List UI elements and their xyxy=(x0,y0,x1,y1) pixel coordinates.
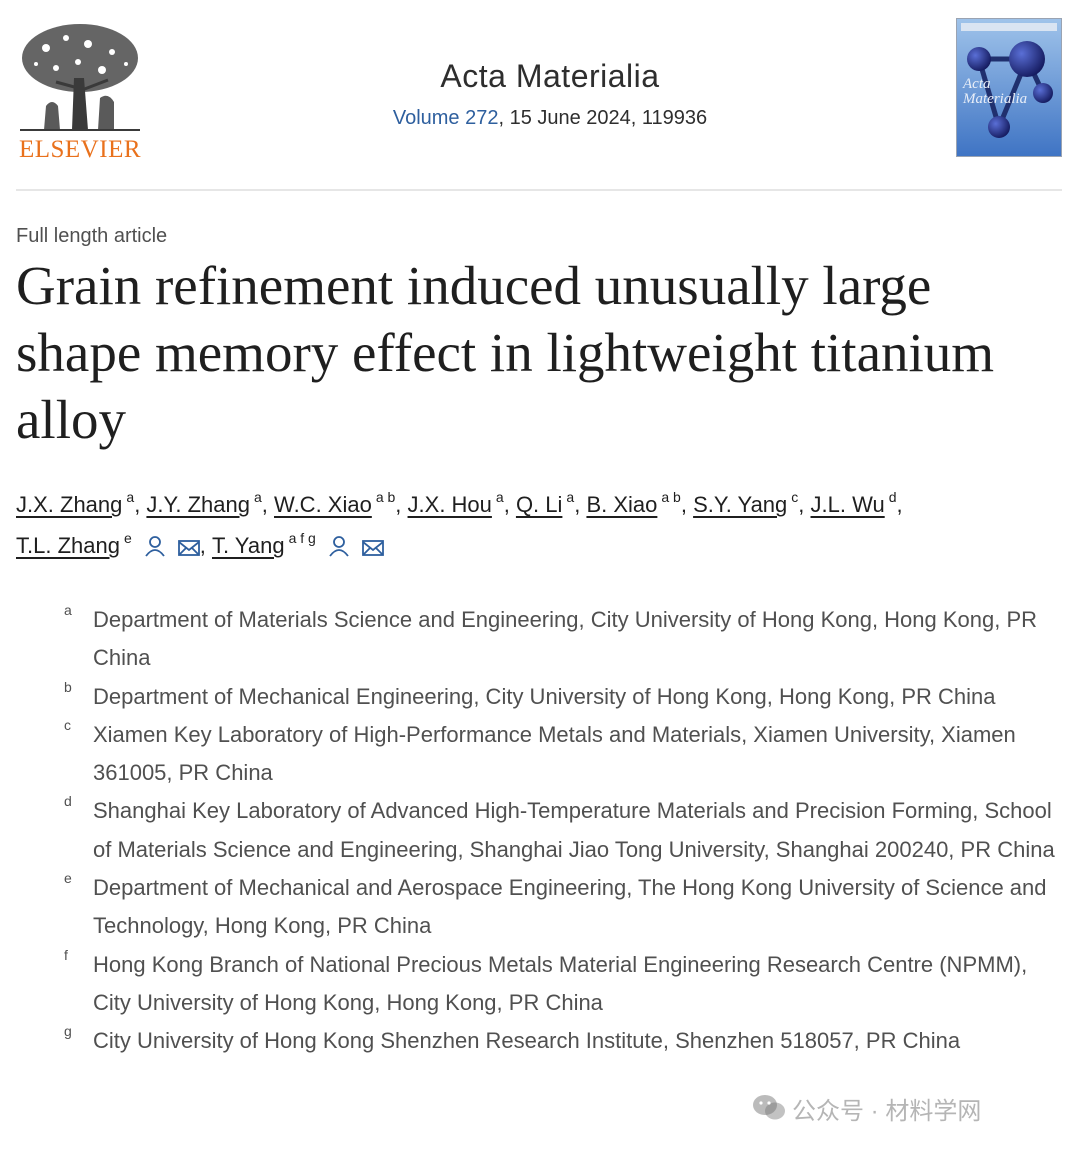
volume-link[interactable]: Volume 272 xyxy=(392,107,499,129)
header-divider xyxy=(16,189,1062,191)
affiliation-item: d Shanghai Key Laboratory of Advanced Hig… xyxy=(64,792,1064,869)
mail-icon[interactable] xyxy=(361,529,384,570)
journal-cover-image[interactable]: Acta Materialia xyxy=(956,18,1062,157)
affiliation-text: Department of Mechanical Engineering, Ci… xyxy=(93,683,996,709)
affiliation-item: f Hong Kong Branch of National Precious M… xyxy=(64,946,1064,1023)
affiliation-text: Shanghai Key Laboratory of Advanced High… xyxy=(93,798,1055,862)
affiliation-label: a xyxy=(64,602,72,618)
author-name-link[interactable]: J.L. Wu xyxy=(810,492,885,517)
journal-title[interactable]: Acta Materialia xyxy=(440,58,660,94)
author-name-link[interactable]: J.Y. Zhang xyxy=(146,492,250,517)
author-separator: , xyxy=(261,492,275,517)
affiliation-label: g xyxy=(64,1023,72,1040)
author-affiliation-sup: a xyxy=(495,489,504,505)
person-icon[interactable] xyxy=(144,529,166,570)
affiliation-item: c Xiamen Key Laboratory of High-Performan… xyxy=(64,716,1064,793)
affiliation-item: e Department of Mechanical and Aerospace … xyxy=(64,869,1064,946)
affiliation-label: d xyxy=(64,793,72,810)
author-affiliation-sup: d xyxy=(888,489,897,505)
author-name-link[interactable]: Q. Li xyxy=(515,492,563,517)
affiliation-item: b Department of Mechanical Engineering, C… xyxy=(64,678,1064,716)
wechat-watermark: 公众号 · 材料学网 xyxy=(752,1088,1052,1128)
issue-details: , 15 June 2024, 119936 xyxy=(498,107,708,129)
author-entry: B. Xiao a b, xyxy=(586,489,694,517)
author-entry: W.C. Xiao a b, xyxy=(274,489,408,517)
author-name-link[interactable]: T. Yang xyxy=(211,533,285,558)
affiliation-label: b xyxy=(64,678,72,695)
author-separator: , xyxy=(798,492,811,517)
author-entry: J.X. Hou a, xyxy=(407,489,516,517)
person-icon[interactable] xyxy=(328,529,350,570)
author-name-link[interactable]: J.X. Hou xyxy=(407,492,492,517)
author-entry: J.Y. Zhang a, xyxy=(146,489,275,517)
author-name-link[interactable]: J.X. Zhang xyxy=(16,492,123,517)
affiliation-label: c xyxy=(64,716,71,733)
publisher-name: ELSEVIER xyxy=(18,136,142,163)
mail-icon[interactable] xyxy=(177,529,200,570)
cover-title: Acta Materialia xyxy=(963,76,1028,107)
author-entry: Q. Li a, xyxy=(515,489,587,517)
cover-artwork xyxy=(957,19,1061,156)
author-separator: , xyxy=(574,492,587,517)
author-affiliation-sup: a xyxy=(126,489,135,505)
watermark-text: 公众号 · 材料学网 xyxy=(792,1097,982,1125)
author-separator: , xyxy=(134,492,147,517)
author-name-link[interactable]: B. Xiao xyxy=(586,492,658,517)
affiliation-text: Department of Materials Science and Engi… xyxy=(93,607,1038,671)
author-entry: J.L. Wu d, xyxy=(810,489,903,517)
author-entry: T. Yang a f g xyxy=(211,530,384,558)
affiliation-label: e xyxy=(64,870,72,887)
author-entry: J.X. Zhang a, xyxy=(16,489,147,517)
author-affiliation-sup: a b xyxy=(661,489,681,505)
affiliation-item: a Department of Materials Science and Eng… xyxy=(64,601,1064,678)
author-name-link[interactable]: T.L. Zhang xyxy=(16,533,120,558)
author-name-link[interactable]: S.Y. Yang xyxy=(693,492,788,517)
author-affiliation-sup: a f g xyxy=(288,530,316,546)
author-affiliation-sup: a xyxy=(253,489,262,505)
author-entry: S.Y. Yang c, xyxy=(693,489,811,517)
article-type: Full length article xyxy=(16,225,168,247)
author-separator: , xyxy=(680,492,694,517)
author-affiliation-sup: a xyxy=(566,489,575,505)
wechat-icon xyxy=(753,1095,785,1120)
author-separator: , xyxy=(896,492,903,517)
author-list: J.X. Zhang a, J.Y. Zhang a, W.C. Xiao a b, … xyxy=(16,484,1066,570)
author-entry: T.L. Zhang e, xyxy=(16,530,212,558)
affiliation-text: Hong Kong Branch of National Precious Me… xyxy=(93,951,1028,1015)
affiliation-text: City University of Hong Kong Shenzhen Re… xyxy=(93,1028,961,1054)
author-separator: , xyxy=(503,492,516,517)
author-name-link[interactable]: W.C. Xiao xyxy=(274,492,372,517)
affiliation-text: Xiamen Key Laboratory of High-Performanc… xyxy=(93,721,1016,786)
elsevier-tree-logo[interactable] xyxy=(16,18,144,162)
journal-header: ELSEVIER Acta Materialia Volume 272, 15 … xyxy=(0,0,1080,191)
author-separator: , xyxy=(395,492,408,517)
journal-issue: Volume 272, 15 June 2024, 119936 xyxy=(300,107,800,130)
author-affiliation-sup: a b xyxy=(375,489,396,505)
affiliation-text: Department of Mechanical and Aerospace E… xyxy=(93,875,1047,939)
author-separator: , xyxy=(199,533,212,558)
article-title: Grain refinement induced unusually large… xyxy=(16,255,995,450)
affiliation-item: g City University of Hong Kong Shenzhen R… xyxy=(64,1022,1064,1060)
author-affiliation-sup: c xyxy=(791,489,799,505)
author-affiliation-sup: e xyxy=(123,530,132,546)
affiliation-label: f xyxy=(64,946,68,963)
affiliation-list: a Department of Materials Science and Eng… xyxy=(64,601,1064,1061)
